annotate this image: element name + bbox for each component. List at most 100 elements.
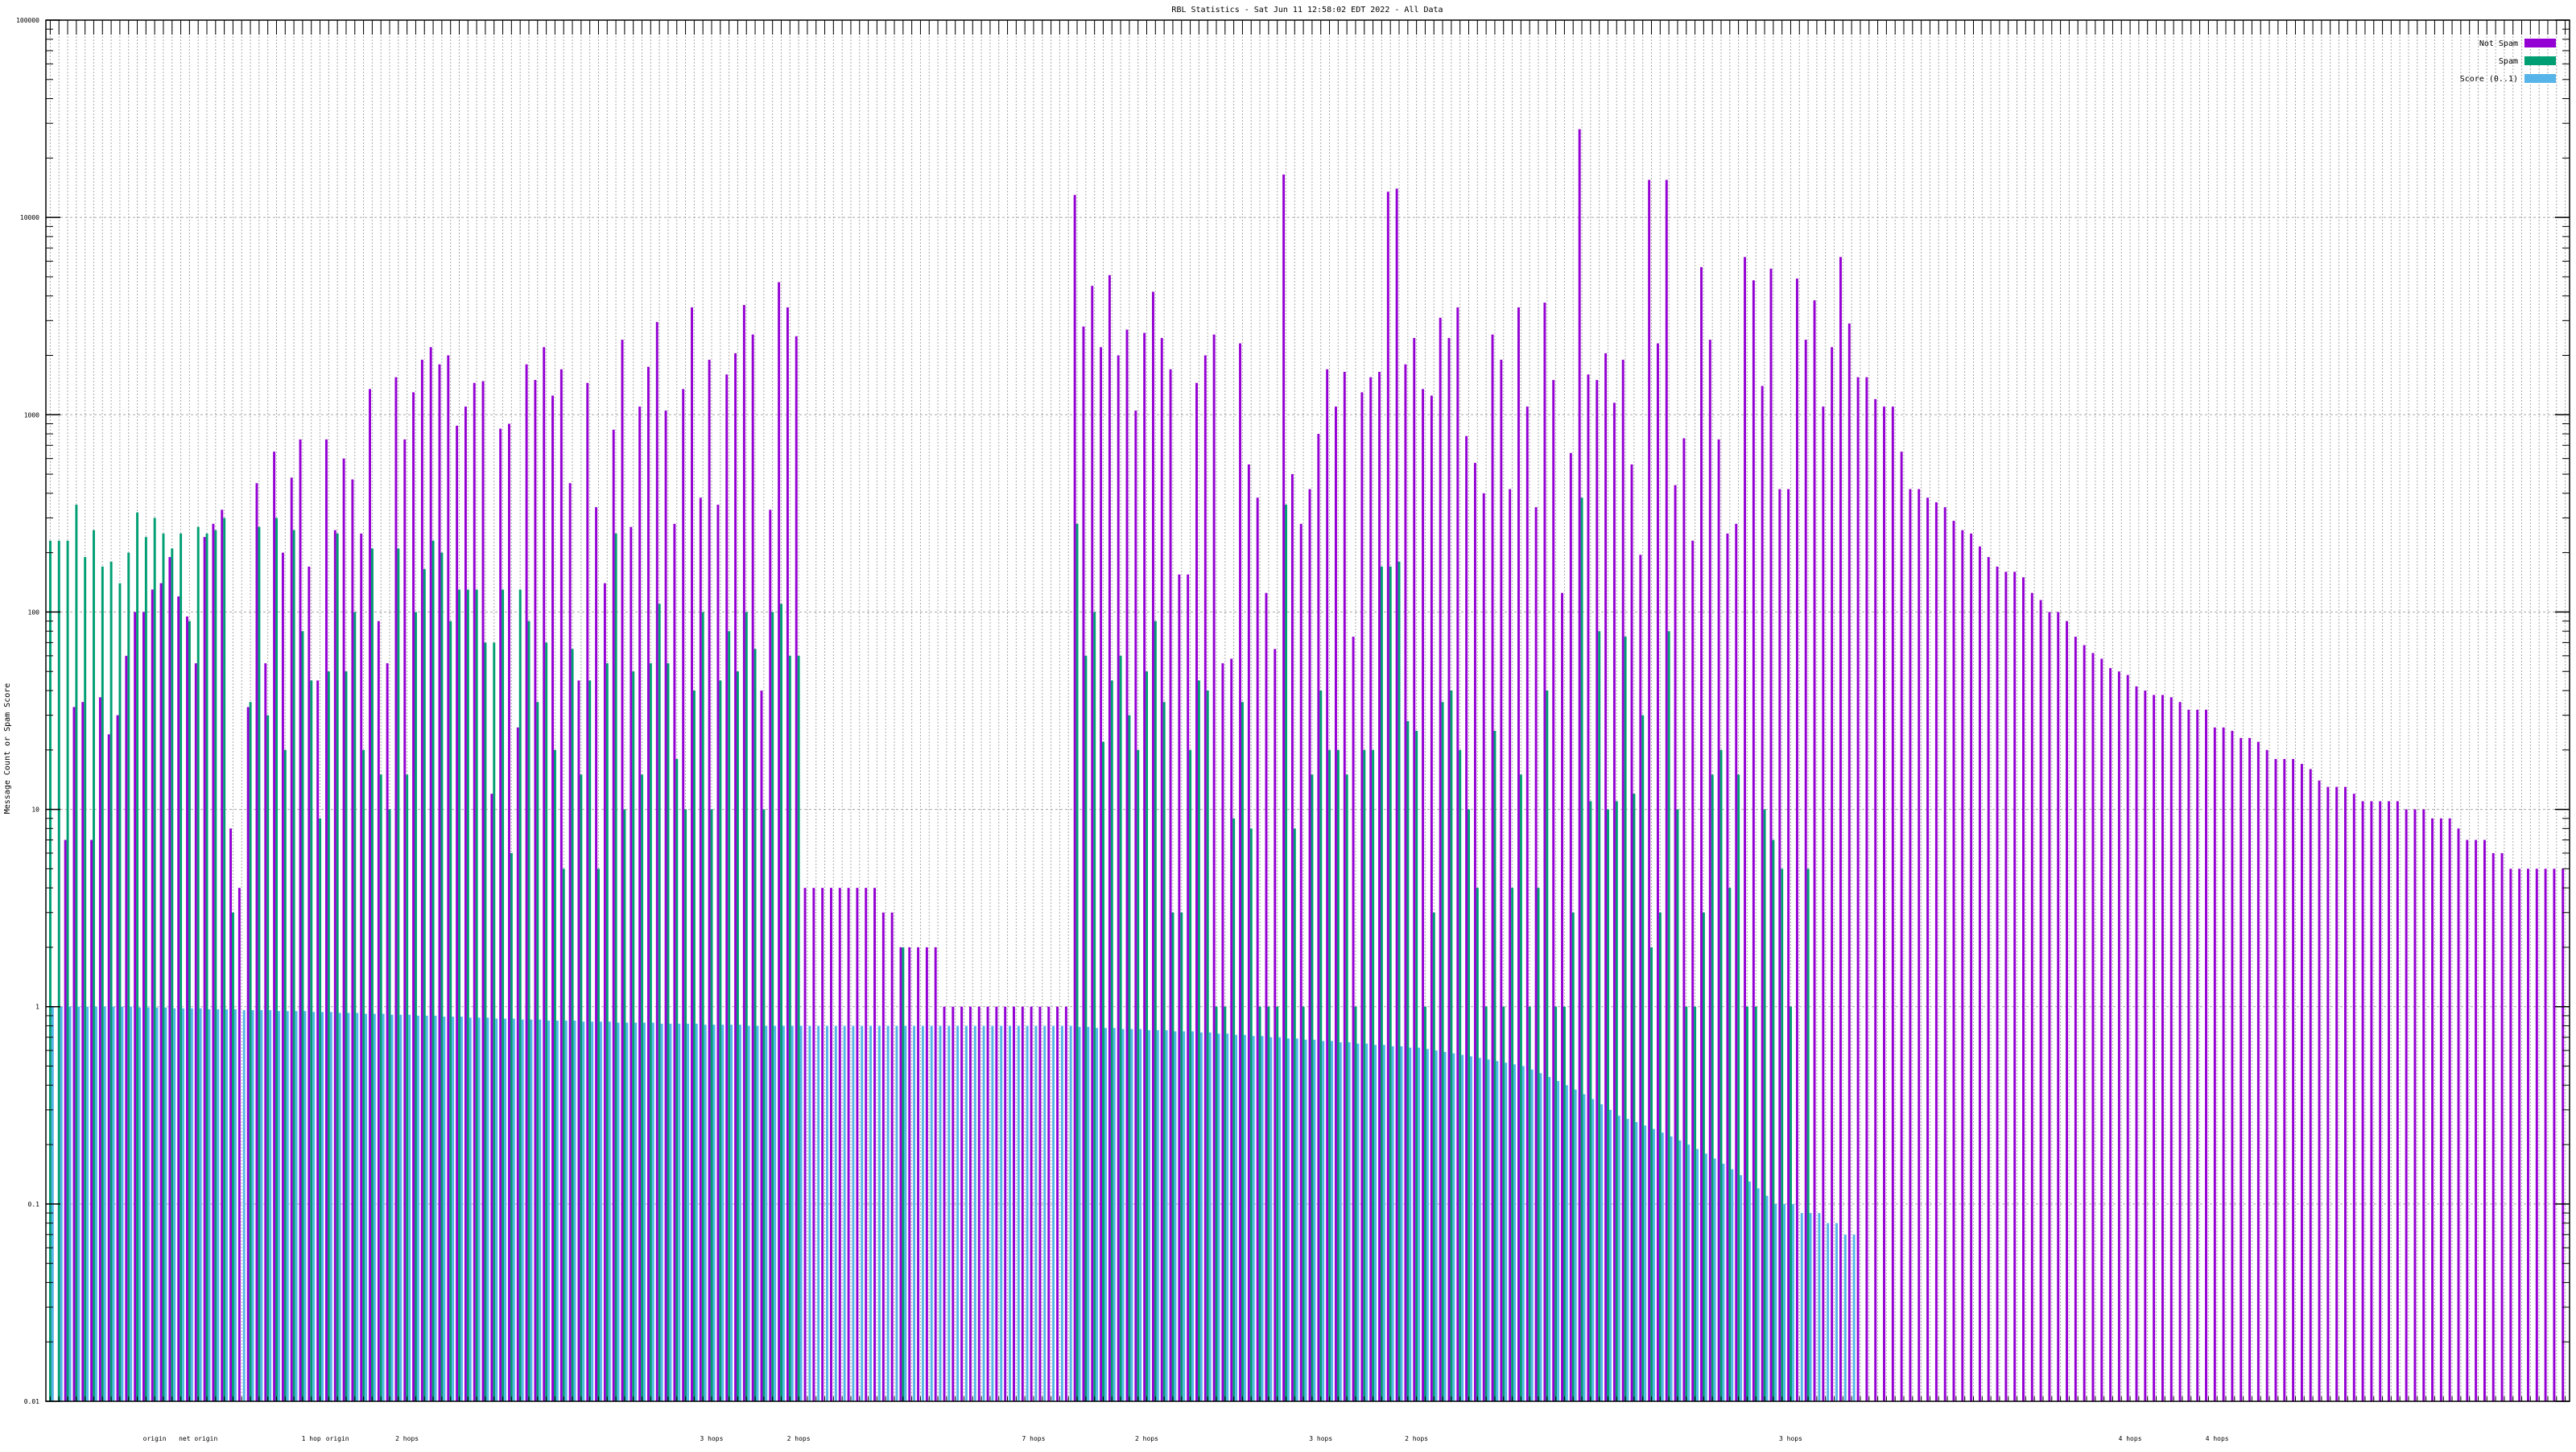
not_spam-bar: [1134, 410, 1137, 1401]
score-bar: [390, 1014, 394, 1401]
score-bar: [399, 1014, 402, 1401]
score-bar: [1304, 1039, 1307, 1401]
not_spam-bar: [221, 509, 224, 1401]
spam-bar: [249, 702, 252, 1401]
y-tick-label: 0.1: [28, 1201, 40, 1208]
score-bar: [1322, 1041, 1325, 1401]
not_spam-bar: [2396, 801, 2399, 1401]
score-bar: [1565, 1085, 1568, 1401]
score-bar: [1809, 1213, 1812, 1401]
not_spam-bar: [481, 381, 485, 1402]
spam-bar: [1546, 690, 1549, 1401]
score-bar: [982, 1025, 985, 1401]
score-bar: [1356, 1043, 1360, 1401]
not_spam-bar: [2283, 758, 2286, 1401]
score-bar: [155, 1007, 159, 1401]
not_spam-bar: [1151, 291, 1154, 1401]
not_spam-bar: [621, 340, 624, 1402]
not_spam-bar: [1752, 280, 1755, 1401]
not_spam-bar: [2178, 702, 2182, 1401]
spam-bar: [388, 809, 391, 1401]
spam-bar: [1293, 828, 1296, 1401]
not_spam-bar: [778, 282, 781, 1401]
spam-bar: [762, 809, 766, 1401]
not_spam-bar: [2431, 818, 2434, 1401]
score-bar: [1226, 1033, 1229, 1401]
not_spam-bar: [1212, 334, 1216, 1402]
score-bar: [973, 1025, 976, 1401]
spam-bar: [788, 655, 791, 1401]
not_spam-bar: [255, 483, 258, 1401]
score-bar: [1174, 1031, 1177, 1401]
not_spam-bar: [333, 530, 336, 1401]
spam-bar: [1790, 1006, 1792, 1401]
spam-bar: [415, 612, 417, 1401]
not_spam-bar: [2544, 868, 2547, 1401]
not_spam-bar: [525, 364, 528, 1401]
not_spam-bar: [2361, 801, 2364, 1401]
not_spam-bar: [456, 425, 459, 1401]
score-bar: [756, 1025, 759, 1401]
score-bar: [1252, 1036, 1255, 1401]
y-tick-label: 100: [28, 608, 40, 616]
not_spam-bar: [786, 307, 789, 1401]
not_spam-bar: [847, 888, 850, 1401]
spam-bar: [1345, 774, 1348, 1401]
legend: Not Spam Spam Score (0..1): [2460, 39, 2556, 84]
spam-bar: [144, 537, 147, 1402]
spam-bar: [1589, 801, 1592, 1401]
score-bar: [1591, 1099, 1595, 1401]
not_spam-bar: [1282, 174, 1286, 1401]
not_spam-bar: [1813, 300, 1816, 1402]
not_spam-bar: [1056, 1006, 1059, 1401]
not_spam-bar: [1926, 497, 1930, 1401]
not_spam-bar: [1856, 377, 1860, 1402]
spam-bar: [1285, 505, 1287, 1401]
not_spam-bar: [1682, 438, 1686, 1401]
y-tick-label: 1000: [24, 411, 39, 419]
not_spam-bar: [1413, 337, 1416, 1402]
not_spam-bar: [917, 947, 920, 1401]
not_spam-bar: [1265, 592, 1268, 1401]
not_spam-bar: [1073, 195, 1076, 1402]
spam-bar: [1206, 690, 1209, 1401]
spam-bar: [48, 540, 52, 1401]
not_spam-bar: [1195, 382, 1198, 1401]
not_spam-bar: [308, 566, 311, 1401]
not_spam-bar: [1648, 179, 1651, 1402]
score-bar: [1382, 1045, 1385, 1401]
not_spam-bar: [403, 439, 407, 1401]
spam-bar: [1563, 1006, 1566, 1401]
spam-bar: [1685, 1006, 1688, 1401]
not_spam-bar: [568, 483, 572, 1401]
spam-bar: [153, 518, 156, 1401]
score-bar: [504, 1018, 506, 1401]
spam-bar: [605, 663, 609, 1401]
not_spam-bar: [299, 439, 302, 1401]
not_spam-bar: [1422, 389, 1425, 1401]
not_spam-bar: [751, 334, 754, 1402]
not_spam-bar: [559, 369, 563, 1401]
not_spam-bar: [1909, 489, 1912, 1401]
score-bar: [712, 1025, 716, 1401]
not_spam-bar: [2240, 737, 2243, 1401]
not_spam-bar: [264, 663, 267, 1401]
not_spam-bar: [1943, 507, 1946, 1401]
spam-bar: [327, 671, 330, 1401]
not_spam-bar: [2292, 758, 2295, 1401]
not_spam-bar: [1369, 377, 1373, 1402]
not_spam-bar: [1621, 359, 1624, 1401]
score-bar: [1487, 1059, 1490, 1401]
score-bar: [895, 1025, 898, 1401]
score-bar: [329, 1012, 332, 1401]
not_spam-bar: [1230, 658, 1233, 1401]
score-bar: [1443, 1051, 1447, 1401]
not_spam-bar: [856, 888, 859, 1401]
not_spam-bar: [142, 612, 145, 1401]
score-bar: [947, 1025, 951, 1401]
score-bar: [1521, 1066, 1525, 1401]
score-bar: [1017, 1025, 1020, 1401]
not_spam-bar: [1500, 359, 1503, 1401]
not_spam-bar: [2048, 612, 2051, 1401]
spam-bar: [440, 552, 444, 1401]
